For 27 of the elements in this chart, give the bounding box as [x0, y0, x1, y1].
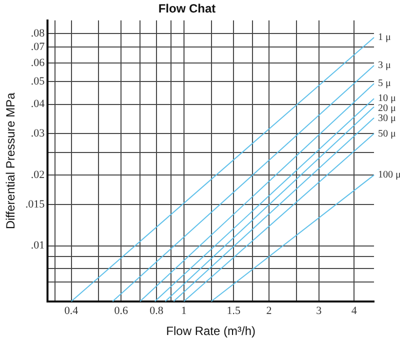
y-tick-label: .015 [25, 198, 46, 210]
series-label: 10 μ [378, 93, 396, 104]
y-tick-label: .04 [30, 98, 46, 110]
x-tick-label: 0.6 [114, 304, 128, 317]
y-axis-title: Differential Pressure MPa [4, 92, 18, 230]
x-tick-label: 1 [181, 304, 187, 317]
x-tick-label: 1.5 [226, 304, 242, 317]
y-tick-label: .07 [30, 41, 46, 54]
series-label: 1 μ [378, 32, 391, 44]
x-tick-label: 4 [351, 304, 358, 317]
y-tick-label: .06 [30, 56, 46, 69]
x-tick-label: 2 [266, 304, 272, 317]
series-label: 30 μ [378, 113, 396, 124]
x-axis-title: Flow Rate (m³/h) [166, 324, 256, 338]
y-tick-label: .02 [30, 168, 45, 181]
y-tick-label: .01 [30, 240, 45, 252]
x-tick-label: 3 [316, 304, 322, 317]
y-tick-label: .05 [30, 75, 46, 88]
y-tick-label: .03 [30, 128, 46, 140]
series-label: 5 μ [378, 78, 391, 90]
series-label: 3 μ [378, 60, 391, 72]
x-tick-label: 0.8 [150, 304, 164, 317]
x-tick-label: 0.4 [64, 304, 79, 317]
series-label: 20 μ [378, 103, 396, 114]
series-label: 50 μ [378, 128, 396, 140]
y-tick-label: .08 [30, 27, 46, 40]
chart-title: Flow Chat [158, 2, 216, 16]
